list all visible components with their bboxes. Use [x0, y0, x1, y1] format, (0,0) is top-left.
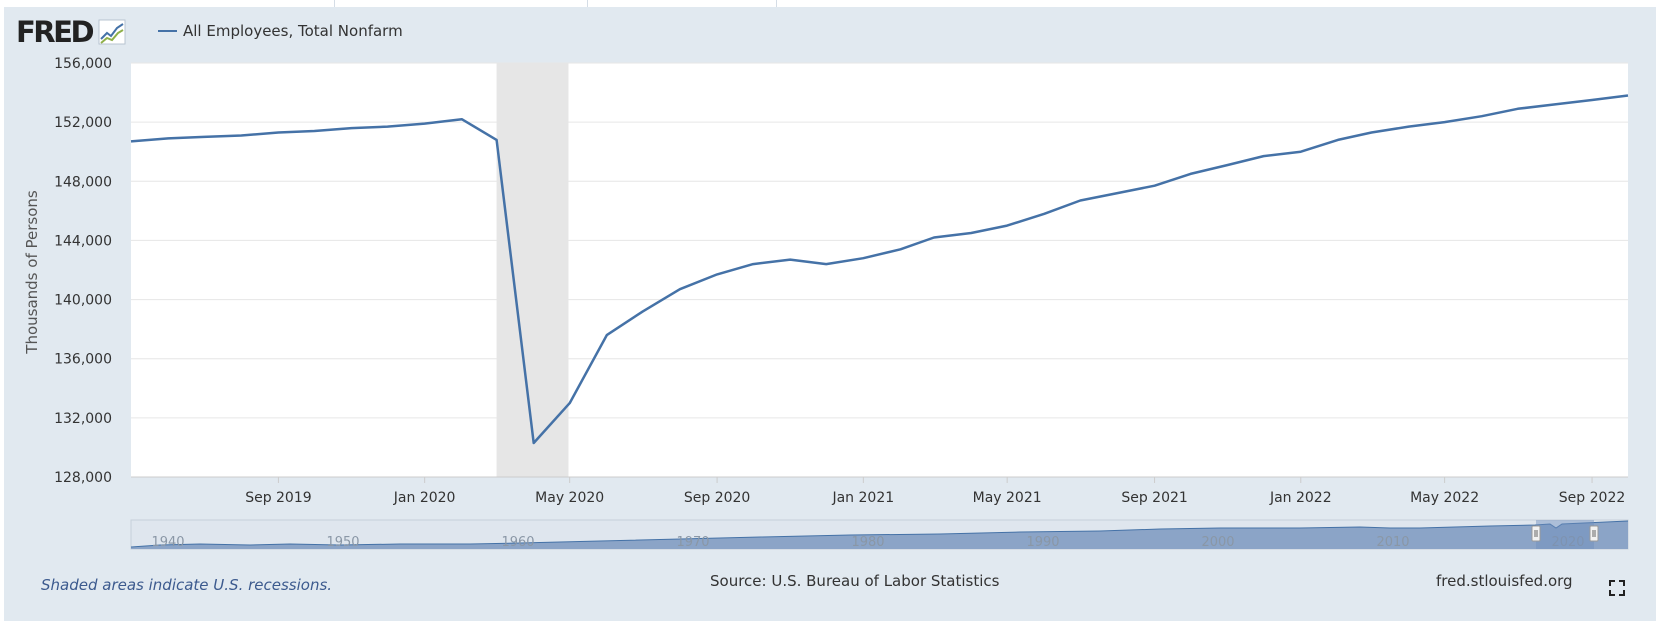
x-tick-label: Sep 2019	[245, 490, 311, 506]
navigator-tick-label: 2000	[1201, 535, 1234, 550]
range-navigator[interactable]: 1940 1950 1960 1970 1980 1990 2000 2010 2020	[130, 519, 1629, 550]
legend-swatch	[158, 30, 177, 32]
y-tick-labels: 128,000 132,000 136,000 140,000 144,000 148,0…	[54, 56, 112, 486]
tab-divider	[776, 0, 777, 7]
chart-legend: All Employees, Total Nonfarm	[158, 22, 403, 40]
x-tick-label: May 2021	[973, 490, 1042, 506]
y-tick-label: 140,000	[54, 293, 112, 309]
x-tick-label: May 2020	[535, 490, 604, 506]
y-tick-label: 128,000	[54, 470, 112, 486]
navigator-series-line	[130, 520, 1629, 548]
x-tick-label: Sep 2021	[1121, 490, 1187, 506]
navigator-tick-label: 1990	[1026, 535, 1059, 550]
y-tick-label: 152,000	[54, 115, 112, 131]
navigator-selection[interactable]	[1536, 520, 1594, 549]
navigator-tick-label: 2020	[1551, 535, 1584, 550]
x-tick-label: Sep 2022	[1559, 490, 1625, 506]
plot-area-group	[131, 63, 1628, 477]
x-tick-label: Jan 2021	[831, 490, 894, 506]
fred-logo[interactable]: FRED	[16, 15, 126, 49]
plot-area	[131, 63, 1628, 477]
fred-logo-text: FRED	[16, 15, 95, 49]
navigator-tick-label: 1940	[151, 535, 184, 550]
y-tick-label: 132,000	[54, 411, 112, 427]
tab-divider	[587, 0, 588, 7]
navigator-handle[interactable]	[1531, 525, 1541, 542]
y-tick-label: 136,000	[54, 352, 112, 368]
top-tab-strip	[0, 0, 1660, 7]
navigator-handle[interactable]	[1589, 525, 1599, 542]
x-tick-label: Jan 2020	[393, 490, 456, 506]
x-tick-label: Jan 2022	[1269, 490, 1332, 506]
series-lines	[130, 94, 1629, 445]
fred-logo-chart-icon	[98, 19, 126, 45]
tab-divider	[334, 0, 335, 7]
y-tick-label: 156,000	[54, 56, 112, 72]
series-line	[130, 94, 1629, 445]
navigator-tick-label: 1980	[851, 535, 884, 550]
legend-label: All Employees, Total Nonfarm	[183, 22, 403, 40]
x-tick-label: Sep 2020	[684, 490, 750, 506]
y-axis-label: Thousands of Persons	[23, 190, 41, 355]
navigator-tick-label: 2010	[1376, 535, 1409, 550]
fullscreen-icon[interactable]	[1609, 580, 1625, 596]
x-tick-labels: Sep 2019 Jan 2020 May 2020 Sep 2020 Jan 2021…	[131, 476, 1628, 506]
x-tick-label: May 2022	[1410, 490, 1479, 506]
y-tick-label: 148,000	[54, 174, 112, 190]
navigator-tick-label: 1960	[501, 535, 534, 550]
recession-note: Shaded areas indicate U.S. recessions.	[41, 576, 333, 594]
recession-bands	[496, 63, 569, 477]
y-tick-label: 144,000	[54, 233, 112, 249]
navigator-tick-label: 1950	[326, 535, 359, 550]
navigator-tick-label: 1970	[676, 535, 709, 550]
source-note[interactable]: Source: U.S. Bureau of Labor Statistics	[710, 572, 1000, 590]
fred-url-link[interactable]: fred.stlouisfed.org	[1436, 572, 1573, 590]
recession-band	[496, 63, 569, 477]
